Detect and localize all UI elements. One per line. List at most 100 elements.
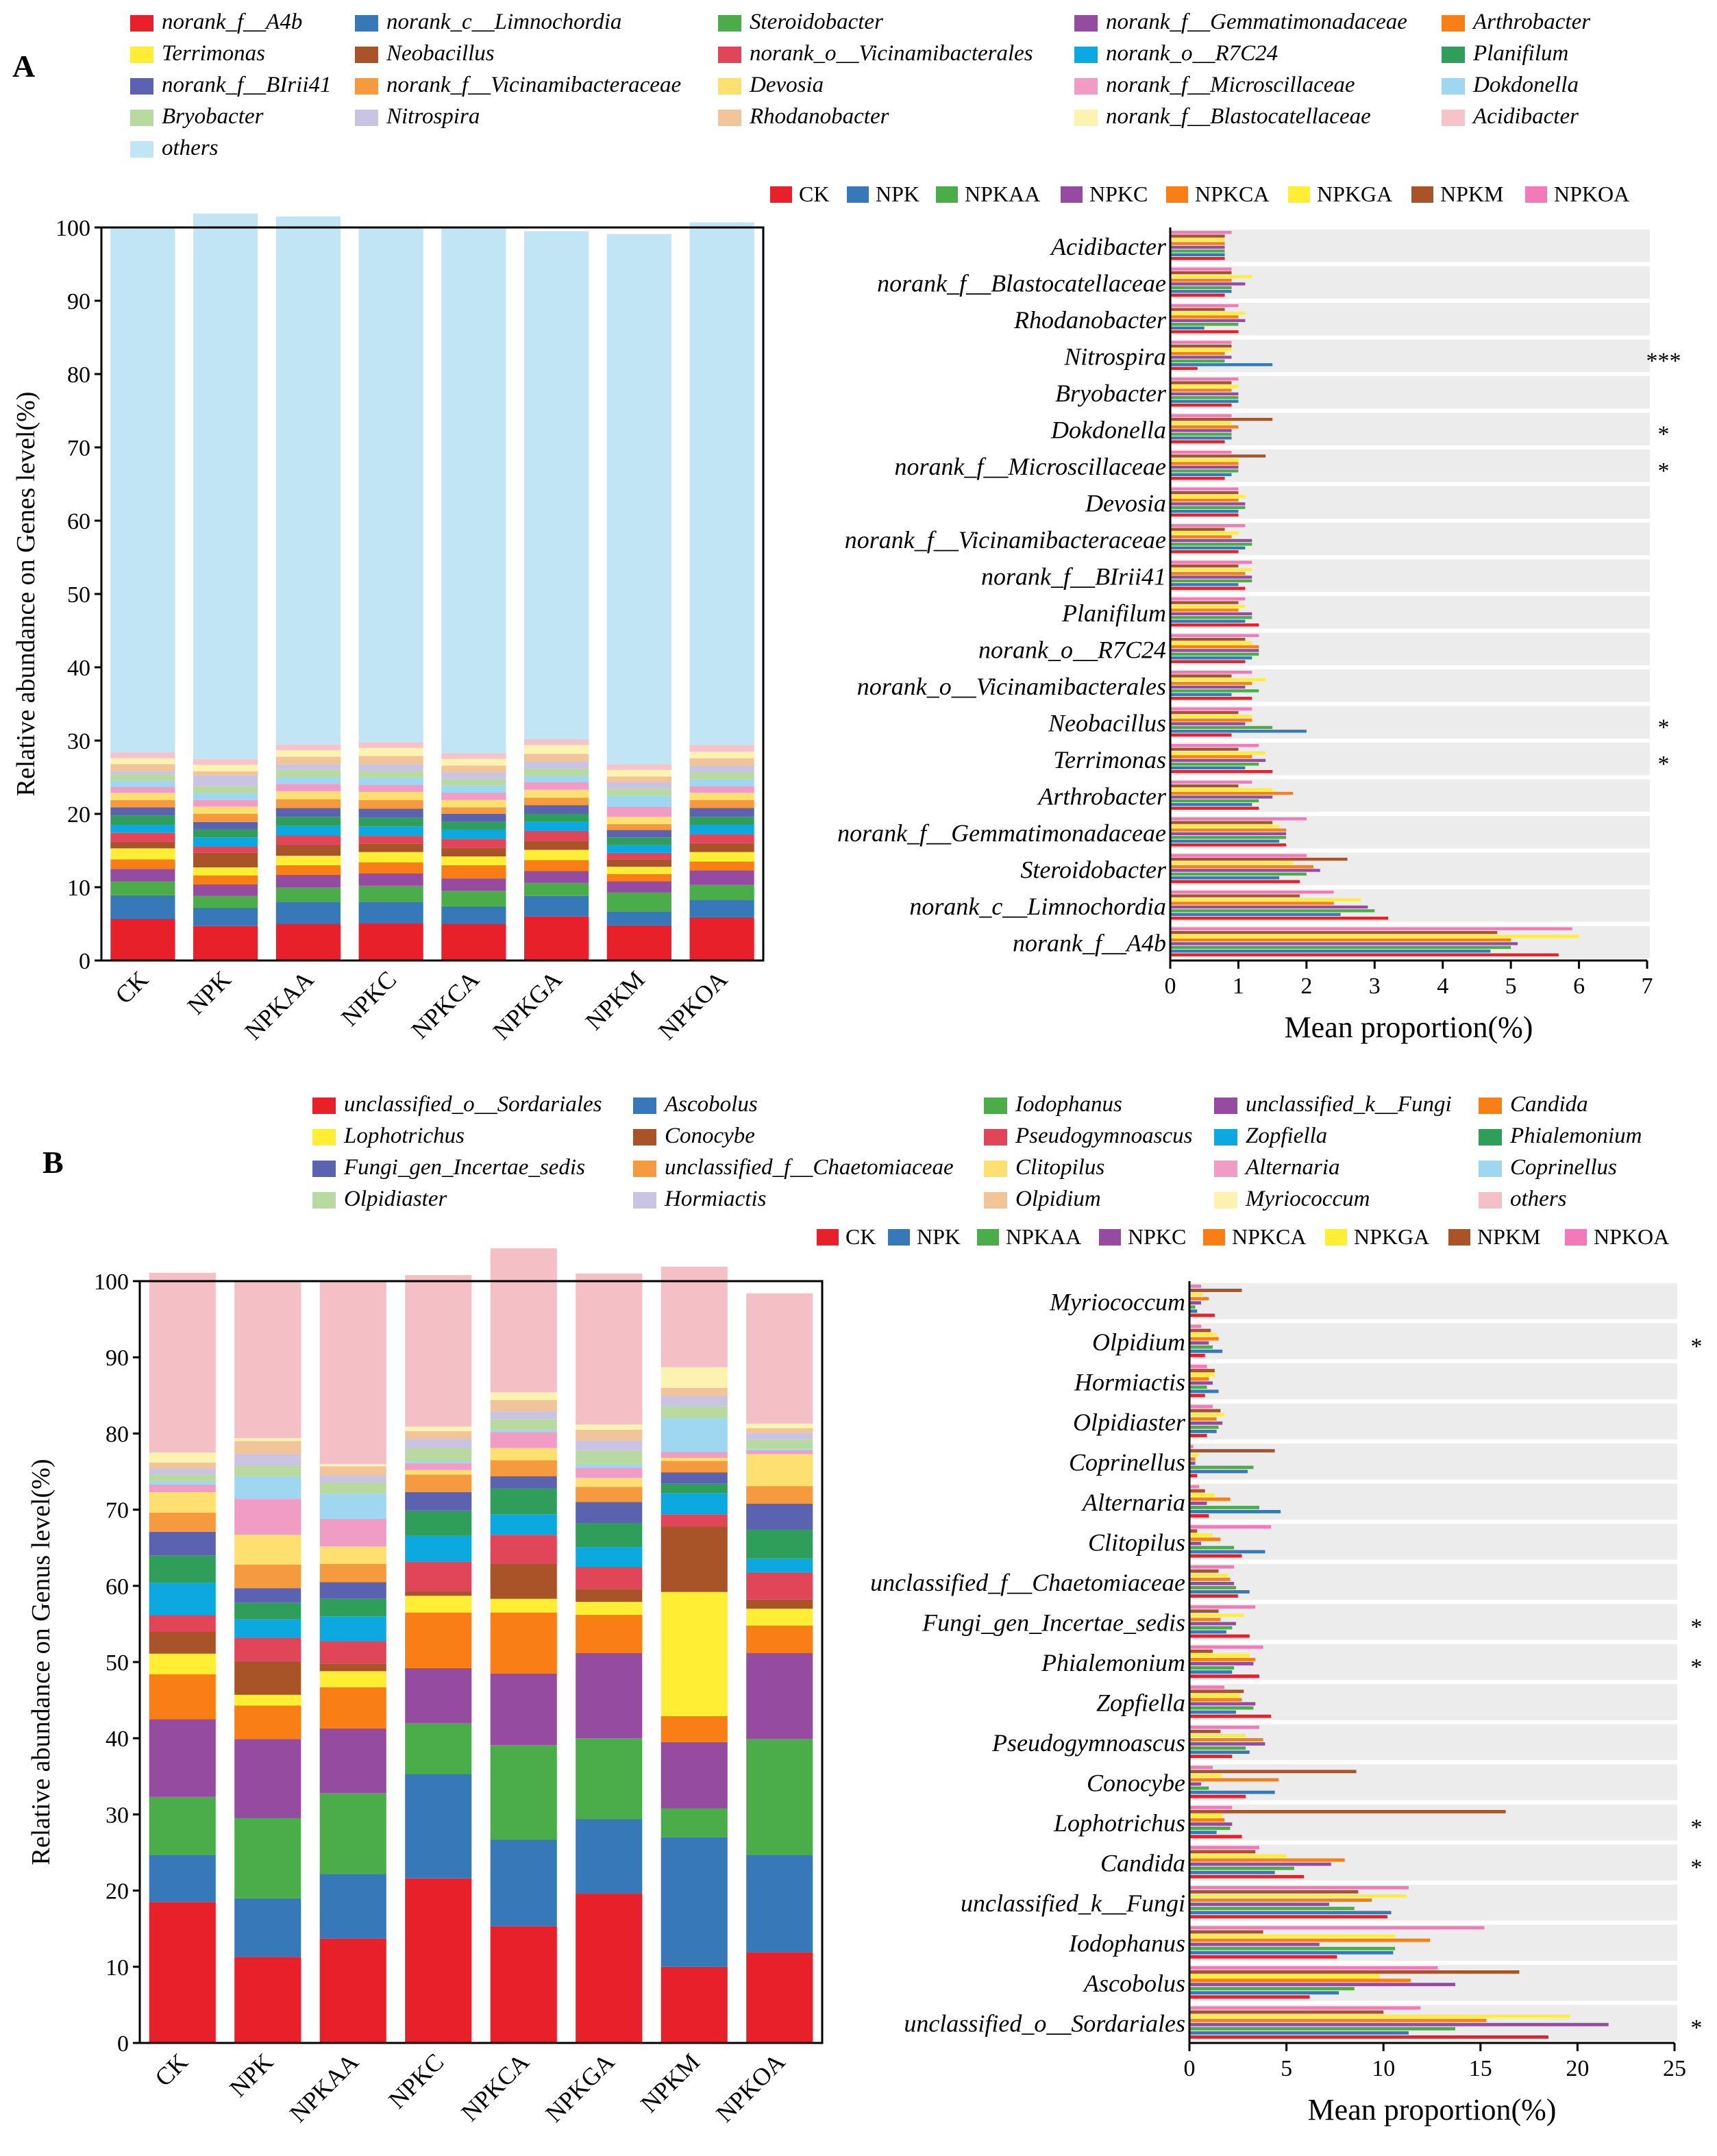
legend-swatch-hormiactis	[633, 1192, 656, 1209]
bar-seg-ck-planifilum	[110, 815, 175, 826]
mean-bar-unclassified-k-fungi-npkoa	[1189, 1885, 1409, 1889]
bar-seg-npkga-candida	[576, 1615, 643, 1653]
mean-bar-neobacillus-npkc	[1170, 722, 1246, 726]
legend-swatch-olpidium	[984, 1192, 1007, 1209]
bar-seg-npkm-terrimonas	[606, 867, 671, 874]
mean-bar-hormiactis-npkc	[1189, 1381, 1213, 1385]
mean-bar-conocybe-npkaa	[1189, 1786, 1209, 1790]
legend-label-norank-f-birii41: norank_f__BIrii41	[162, 73, 331, 97]
mean-bar-norank-c-limnochordia-npkga	[1170, 897, 1361, 902]
mean-bar-coprinellus-npkoa	[1189, 1445, 1194, 1448]
bar-seg-npk-candida	[234, 1705, 301, 1739]
bar-seg-npkc-norank-f-gemmatimonadaceae	[358, 873, 423, 886]
mean-bar-steroidobacter-npkoa	[1170, 854, 1307, 857]
legend-swatch-unclassified-k-fungi	[1214, 1098, 1237, 1114]
mean-bar-clitopilus-npkm	[1189, 1529, 1198, 1533]
bar-seg-npkm-unclassified-f-chaetomiaceae	[660, 1461, 728, 1473]
legend-label-npkga: NPKGA	[1354, 1224, 1429, 1249]
legend-label-zopfiella: Zopfiella	[1246, 1124, 1327, 1148]
bar-seg-npk-unclassified-f-chaetomiaceae	[234, 1564, 301, 1589]
legend-label-olpidiaster: Olpidiaster	[344, 1187, 447, 1211]
bar-seg-npkga-unclassified-o-sordariales	[576, 1894, 643, 2043]
bar-seg-npkaa-clitopilus	[319, 1546, 386, 1564]
legend-swatch-alternaria	[1214, 1161, 1237, 1177]
mean-bar-bryobacter-npkm	[1170, 381, 1232, 384]
bar-seg-npkoa-unclassified-f-chaetomiaceae	[746, 1486, 813, 1504]
mean-bar-olpidiaster-npkoa	[1189, 1404, 1213, 1409]
mean-bar-olpidiaster-npkc	[1189, 1421, 1223, 1425]
bar-seg-npkca-norank-f-microscillaceae	[441, 792, 506, 800]
legend-label-acidibacter: Acidibacter	[1472, 104, 1579, 129]
bar-seg-npk-unclassified-k-fungi	[234, 1739, 301, 1818]
bar-seg-npkoa-fungi-gen-incertae-sedis	[746, 1503, 813, 1530]
mean-bar-phialemonium-npkga	[1189, 1653, 1250, 1657]
bar-seg-npkga-steroidobacter	[524, 882, 589, 896]
category-label-norank-f-blastocatellaceae: norank_f__Blastocatellaceae	[877, 269, 1166, 297]
x-tick-label-npkca: NPKCA	[406, 965, 484, 1044]
bar-seg-npkm-norank-o-r7c24	[606, 844, 671, 853]
bar-seg-npkaa-norank-o-vicinamibacterales	[275, 835, 341, 845]
x-tick-label: 5	[1281, 2056, 1292, 2081]
mean-bar-phialemonium-npkc	[1189, 1662, 1254, 1665]
bar-seg-npk-olpidium	[234, 1441, 301, 1454]
bar-seg-npkm-nitrospira	[606, 782, 671, 789]
mean-bar-bryobacter-npk	[1170, 399, 1239, 403]
mean-bar-lophotrichus-ck	[1189, 1835, 1242, 1839]
bar-seg-npkca-olpidium	[490, 1400, 557, 1412]
bar-seg-npkca-norank-f-a4b	[441, 924, 506, 961]
significance-mark-lophotrichus: *	[1691, 1815, 1703, 1840]
bar-seg-npkoa-nitrospira	[689, 765, 754, 773]
legend-label-npkoa: NPKOA	[1554, 182, 1629, 206]
legend-label-hormiactis: Hormiactis	[664, 1187, 767, 1211]
bar-seg-npkga-clitopilus	[576, 1477, 643, 1487]
legend-label-ck: CK	[845, 1224, 876, 1249]
mean-bar-unclassified-o-sordariales-npkaa	[1189, 2027, 1455, 2031]
legend-swatch-nitrospira	[355, 110, 378, 126]
legend-label-norank-o-r7c24: norank_o__R7C24	[1106, 41, 1278, 66]
mean-bar-clitopilus-npkga	[1189, 1533, 1213, 1537]
bar-seg-npkaa-norank-f-birii41	[275, 808, 341, 817]
bar-seg-npkaa-unclassified-f-chaetomiaceae	[319, 1563, 386, 1583]
y-tick-label: 80	[106, 1422, 129, 1447]
bar-seg-npkm-candida	[660, 1715, 728, 1742]
bar-seg-npkc-nitrospira	[358, 764, 423, 771]
mean-bar-coprinellus-npkga	[1189, 1453, 1200, 1457]
mean-bar-planifilum-npk	[1170, 619, 1246, 623]
mean-bar-iodophanus-npkga	[1189, 1934, 1396, 1938]
bar-seg-npk-devosia	[193, 806, 258, 814]
bar-seg-npkoa-unclassified-o-sordariales	[746, 1952, 813, 2043]
bar-seg-npk-phialemonium	[234, 1602, 301, 1620]
bar-seg-ck-conocybe	[149, 1631, 216, 1654]
bar-seg-npkc-steroidobacter	[358, 885, 423, 902]
legend-swatch-npkca	[1203, 1229, 1225, 1246]
bar-seg-npk-steroidobacter	[193, 895, 258, 908]
bar-seg-npkoa-conocybe	[746, 1599, 813, 1609]
legend-swatch-pseudogymnoascus	[984, 1129, 1007, 1145]
bar-seg-npkm-norank-c-limnochordia	[606, 911, 671, 926]
category-label-nitrospira: Nitrospira	[1063, 343, 1166, 370]
y-tick-label: 70	[106, 1498, 129, 1524]
legend-label-arthrobacter: Arthrobacter	[1472, 10, 1590, 34]
row-background-conocybe	[1189, 1764, 1677, 1800]
category-label-dokdonella: Dokdonella	[1050, 416, 1166, 443]
mean-bar-olpidiaster-npkm	[1189, 1409, 1221, 1413]
bar-seg-npkca-rhodanobacter	[441, 765, 506, 773]
bar-seg-npkc-norank-f-blastocatellaceae	[358, 747, 423, 756]
mean-bar-olpidium-npkm	[1189, 1328, 1211, 1333]
bar-seg-npkoa-steroidobacter	[689, 884, 754, 900]
mean-bar-dokdonella-npk	[1170, 436, 1232, 440]
bar-seg-npkoa-planifilum	[689, 817, 754, 826]
bar-seg-npkaa-myriococcum	[319, 1463, 386, 1467]
bar-seg-ck-candida	[149, 1674, 216, 1720]
bar-seg-npkm-pseudogymnoascus	[660, 1514, 728, 1527]
mean-bar-olpidiaster-ck	[1189, 1434, 1207, 1437]
bar-seg-npkaa-phialemonium	[319, 1598, 386, 1617]
bar-seg-npkca-unclassified-k-fungi	[490, 1673, 557, 1746]
significance-mark-norank-f-microscillaceae: *	[1658, 458, 1670, 484]
mean-bar-candida-npkm	[1189, 1850, 1256, 1854]
bar-seg-npkoa-others	[746, 1293, 813, 1424]
bar-seg-ck-norank-f-blastocatellaceae	[110, 758, 175, 765]
bar-seg-npkca-steroidobacter	[441, 891, 506, 906]
mean-bar-olpidium-npkoa	[1189, 1324, 1201, 1328]
bar-seg-npkga-norank-c-limnochordia	[524, 895, 589, 917]
